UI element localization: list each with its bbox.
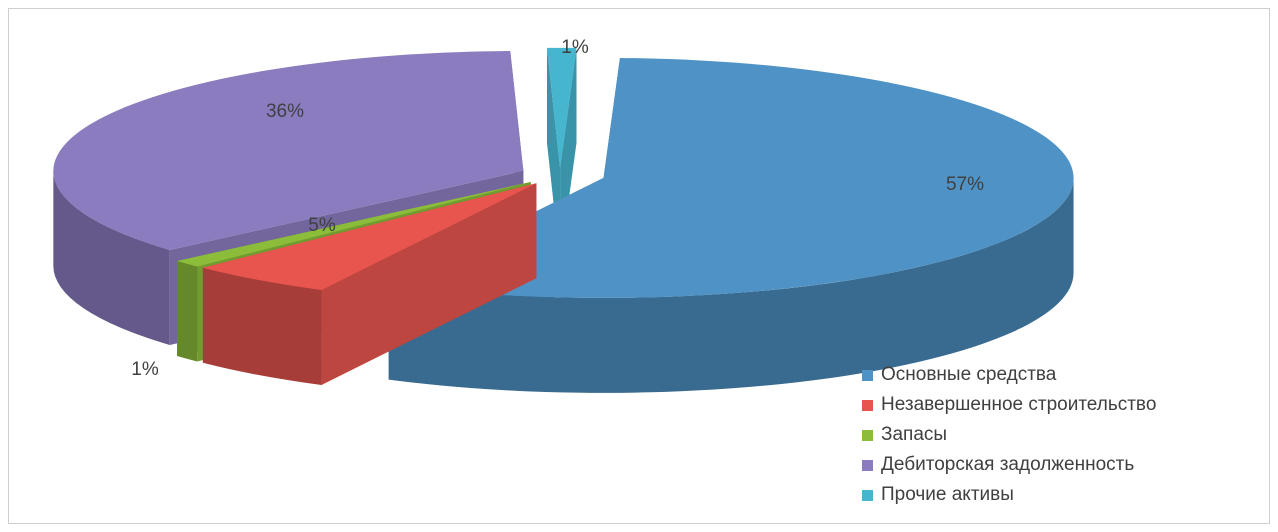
legend-label: Дебиторская задолженность xyxy=(881,454,1135,475)
legend-swatch xyxy=(862,369,873,381)
legend-item: Дебиторская задолженность xyxy=(862,450,1156,480)
pie-slice xyxy=(202,183,537,385)
slice-wall xyxy=(388,177,1074,393)
slice-top xyxy=(177,181,531,267)
slice-wall xyxy=(177,261,198,362)
slice-top xyxy=(388,57,1074,298)
legend-swatch xyxy=(862,459,873,471)
legend-item: Незавершенное строительство xyxy=(862,390,1156,420)
legend-swatch xyxy=(862,429,873,441)
data-label: 1% xyxy=(131,359,159,380)
data-label: 57% xyxy=(946,174,984,195)
legend-swatch xyxy=(862,489,873,501)
legend: Основные средства Незавершенное строител… xyxy=(862,360,1156,510)
slice-wall xyxy=(202,267,322,385)
legend-item: Запасы xyxy=(862,420,1156,450)
slice-wall xyxy=(53,170,170,345)
legend-label: Основные средства xyxy=(881,364,1057,385)
legend-label: Запасы xyxy=(881,424,948,445)
slice-top xyxy=(546,47,577,168)
data-label: 36% xyxy=(266,101,304,122)
slice-top xyxy=(53,50,524,250)
legend-item: Основные средства xyxy=(862,360,1156,390)
legend-label: Незавершенное строительство xyxy=(881,394,1157,415)
slice-top xyxy=(202,183,537,290)
data-label: 5% xyxy=(308,215,336,236)
legend-swatch xyxy=(862,399,873,411)
data-label: 1% xyxy=(561,37,589,58)
legend-item: Прочие активы xyxy=(862,480,1156,510)
legend-label: Прочие активы xyxy=(881,484,1014,505)
